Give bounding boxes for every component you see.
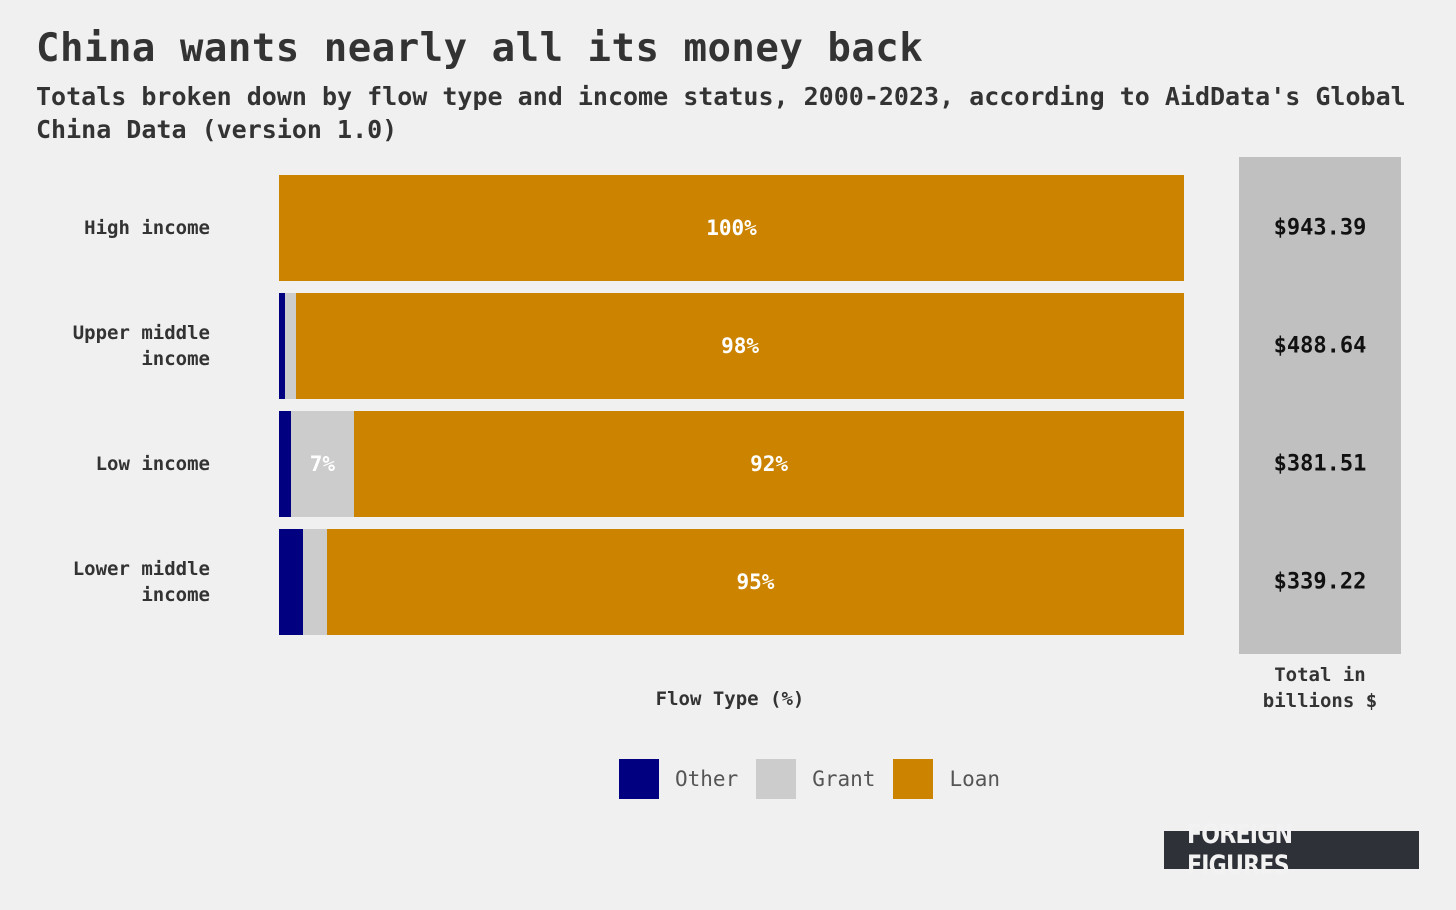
bar-segment-other <box>279 411 291 517</box>
stacked-bar: 100% <box>279 175 1184 281</box>
bar-segment-loan <box>354 411 1184 517</box>
data-label: 95% <box>736 570 775 594</box>
bar-segment-grant <box>290 411 355 517</box>
bar-segment-grant <box>302 529 327 635</box>
totals-caption: Total in billions $ <box>1262 664 1378 712</box>
legend-label: Other <box>675 767 739 791</box>
row-label: Low income <box>95 453 210 475</box>
chart-title: China wants nearly all its money back <box>36 26 924 71</box>
row-label: Lower middle income <box>72 558 210 606</box>
foreign-figures-logo: FOREIGN FIGURES <box>1164 819 1419 881</box>
row-label: Upper middle income <box>72 322 210 370</box>
totals-column: $943.39 $488.64 $381.51 $339.22 <box>1239 157 1401 654</box>
data-label: 7% <box>309 452 336 476</box>
legend-swatch <box>619 759 659 799</box>
x-axis-title: Flow Type (%) <box>655 688 805 710</box>
row-label: High income <box>84 217 210 239</box>
legend-swatch <box>893 759 934 799</box>
data-label: 98% <box>721 334 760 358</box>
stacked-bar: 98% <box>279 293 1184 399</box>
bar-segment-grant <box>285 293 297 399</box>
legend-item-other: Other <box>619 759 738 799</box>
bar-segment-loan <box>326 529 1184 635</box>
total-value: $381.51 <box>1273 451 1367 477</box>
bar-segment-loan <box>296 293 1184 399</box>
legend-item-grant: Grant <box>756 759 875 799</box>
legend-item-loan: Loan <box>893 759 1000 799</box>
data-label: 92% <box>750 452 789 476</box>
bar-segment-other <box>279 529 303 635</box>
total-value: $339.22 <box>1273 569 1367 595</box>
data-label: 100% <box>706 216 757 240</box>
stacked-bar: 95% <box>279 529 1184 635</box>
legend: Other Grant Loan <box>619 759 1018 799</box>
legend-swatch <box>756 759 797 799</box>
stacked-bar: 7% 92% <box>279 411 1184 517</box>
total-value: $488.64 <box>1273 333 1367 359</box>
chart-subtitle: Totals broken down by flow type and inco… <box>36 82 1406 144</box>
total-value: $943.39 <box>1273 215 1367 241</box>
legend-label: Loan <box>949 767 1001 791</box>
legend-label: Grant <box>812 767 876 791</box>
bar-segment-other <box>279 293 286 399</box>
bar-segment-loan <box>279 175 1184 281</box>
